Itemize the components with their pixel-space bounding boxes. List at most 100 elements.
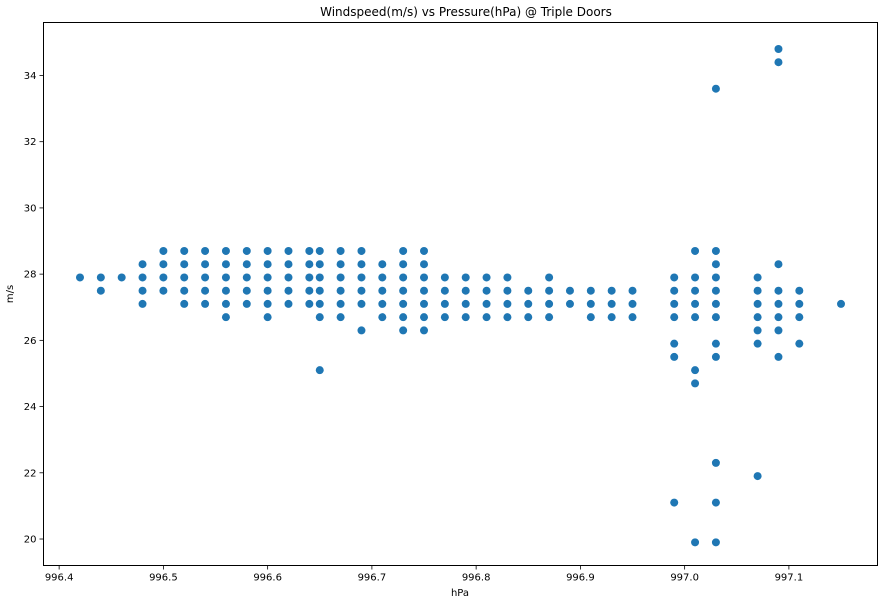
scatter-point <box>691 273 700 282</box>
scatter-point <box>336 286 345 295</box>
scatter-point <box>378 260 387 269</box>
scatter-point <box>180 246 189 255</box>
y-tick-label: 26 <box>24 336 37 347</box>
scatter-point <box>461 286 470 295</box>
scatter-point <box>774 58 783 67</box>
scatter-point <box>774 326 783 335</box>
scatter-point <box>242 286 251 295</box>
scatter-point <box>201 273 210 282</box>
scatter-point <box>461 299 470 308</box>
x-axis-label: hPa <box>451 588 469 599</box>
scatter-point <box>221 246 230 255</box>
scatter-point <box>96 273 105 282</box>
scatter-point <box>691 366 700 375</box>
scatter-point <box>284 286 293 295</box>
scatter-point <box>159 246 168 255</box>
scatter-point <box>753 286 762 295</box>
scatter-point <box>774 352 783 361</box>
x-axis: 996.4 996.5 996.6 996.7 996.8 996.9 997.0 997.1 <box>45 565 803 584</box>
scatter-point <box>628 286 637 295</box>
scatter-point <box>201 286 210 295</box>
scatter-point <box>336 299 345 308</box>
y-axis-label: m/s <box>5 285 16 303</box>
scatter-point <box>399 260 408 269</box>
scatter-point <box>138 260 147 269</box>
scatter-point <box>315 246 324 255</box>
y-axis: 20 22 24 26 28 30 32 34 <box>24 71 44 546</box>
scatter-point <box>315 260 324 269</box>
x-tick-label: 996.5 <box>149 573 178 584</box>
scatter-point <box>159 286 168 295</box>
scatter-point <box>670 352 679 361</box>
scatter-point <box>420 326 429 335</box>
x-tick-label: 996.7 <box>358 573 387 584</box>
scatter-point <box>628 299 637 308</box>
scatter-point <box>440 299 449 308</box>
scatter-point <box>545 286 554 295</box>
scatter-point <box>691 286 700 295</box>
chart-title: Windspeed(m/s) vs Pressure(hPa) @ Triple… <box>320 5 612 19</box>
scatter-point <box>503 286 512 295</box>
scatter-point <box>691 246 700 255</box>
scatter-point <box>711 313 720 322</box>
scatter-point <box>711 246 720 255</box>
scatter-point <box>315 299 324 308</box>
scatter-point <box>399 299 408 308</box>
y-tick-label: 30 <box>24 203 37 214</box>
scatter-point <box>138 299 147 308</box>
scatter-point <box>180 299 189 308</box>
scatter-point <box>524 286 533 295</box>
scatter-point <box>691 379 700 388</box>
scatter-point <box>180 273 189 282</box>
scatter-point <box>315 366 324 375</box>
x-tick-label: 996.8 <box>462 573 491 584</box>
scatter-point <box>221 260 230 269</box>
scatter-point <box>221 313 230 322</box>
y-tick-label: 24 <box>24 402 37 413</box>
scatter-point <box>242 246 251 255</box>
scatter-point <box>753 299 762 308</box>
scatter-point <box>420 313 429 322</box>
scatter-point <box>420 246 429 255</box>
plot-area <box>43 22 878 566</box>
scatter-point <box>357 286 366 295</box>
scatter-point <box>586 313 595 322</box>
scatter-point <box>357 260 366 269</box>
scatter-point <box>545 299 554 308</box>
scatter-point <box>336 260 345 269</box>
scatter-point <box>607 313 616 322</box>
scatter-point <box>711 538 720 547</box>
scatter-point <box>420 299 429 308</box>
scatter-point <box>774 313 783 322</box>
scatter-point <box>670 339 679 348</box>
scatter-point <box>399 286 408 295</box>
scatter-point <box>336 273 345 282</box>
scatter-point <box>305 260 314 269</box>
scatter-point <box>357 246 366 255</box>
scatter-point <box>565 299 574 308</box>
x-tick-label: 996.6 <box>253 573 282 584</box>
scatter-point <box>263 299 272 308</box>
scatter-point <box>461 313 470 322</box>
scatter-point <box>242 260 251 269</box>
scatter-point <box>753 273 762 282</box>
y-tick-label: 28 <box>24 270 37 281</box>
scatter-point <box>305 299 314 308</box>
scatter-point <box>774 44 783 53</box>
scatter-point <box>753 326 762 335</box>
scatter-point <box>524 313 533 322</box>
scatter-point <box>357 326 366 335</box>
scatter-point <box>795 299 804 308</box>
scatter-point <box>242 299 251 308</box>
scatter-point <box>399 313 408 322</box>
scatter-point <box>482 299 491 308</box>
scatter-point <box>711 458 720 467</box>
scatter-point <box>315 286 324 295</box>
scatter-point <box>96 286 105 295</box>
y-tick-label: 34 <box>24 71 37 82</box>
scatter-point <box>503 313 512 322</box>
scatter-point <box>711 299 720 308</box>
scatter-point <box>586 299 595 308</box>
scatter-point <box>117 273 126 282</box>
scatter-point <box>420 260 429 269</box>
